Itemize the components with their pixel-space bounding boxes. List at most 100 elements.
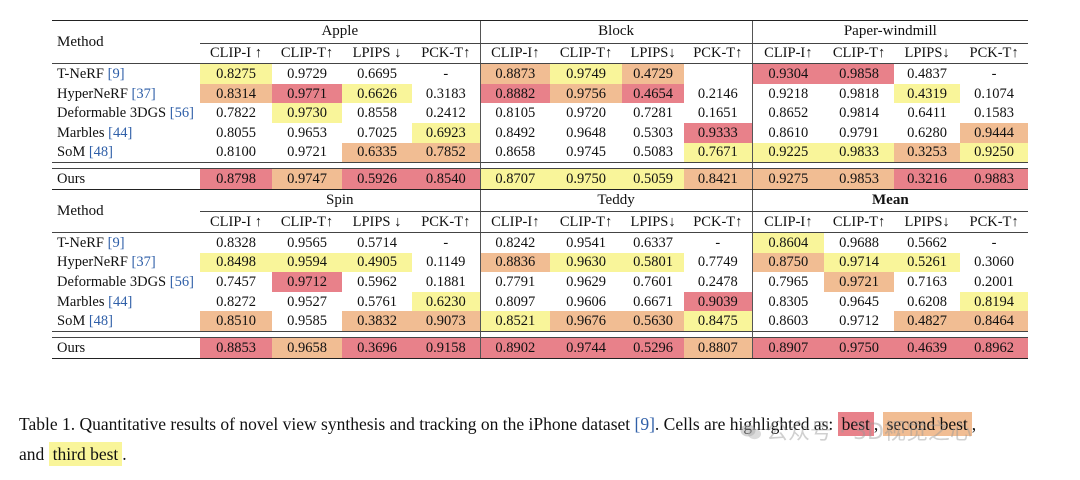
value-cell: 0.4639 xyxy=(894,336,961,359)
value-cell: 0.8807 xyxy=(684,336,753,359)
method-name-cell: HyperNeRF [37] xyxy=(52,253,200,273)
metric-header: PCK-T↑ xyxy=(960,43,1029,65)
value-cell: 0.5962 xyxy=(357,273,397,290)
value-cell: 0.9645 xyxy=(839,293,880,310)
value-cell: 0.2478 xyxy=(697,273,738,290)
value-cell: 0.9750 xyxy=(550,168,623,190)
caption-end: . xyxy=(122,444,127,464)
method-column-header: Method xyxy=(52,19,200,65)
group-header-row: Method Spin Teddy Mean xyxy=(52,189,1029,233)
citation-link[interactable]: [9] xyxy=(107,65,125,82)
value-cell: 0.9818 xyxy=(839,85,880,102)
value-cell: 0.8314 xyxy=(200,83,272,104)
value-cell: 0.9250 xyxy=(960,142,1029,164)
value-cell: 0.3060 xyxy=(974,254,1015,271)
metric-header: LPIPS↓ xyxy=(894,43,961,65)
value-cell: 0.7281 xyxy=(633,105,673,122)
metric-header: CLIP-I ↑ xyxy=(200,211,272,233)
method-name-cell: Marbles [44] xyxy=(52,292,200,312)
metric-header: CLIP-T↑ xyxy=(550,43,623,65)
value-cell: 0.9756 xyxy=(550,83,623,104)
citation-link[interactable]: [9] xyxy=(107,234,125,251)
method-name: Marbles xyxy=(57,124,109,141)
value-cell: 0.9304 xyxy=(751,63,825,84)
metric-header: LPIPS ↓ xyxy=(342,211,412,233)
value-cell: 0.8510 xyxy=(200,311,272,332)
citation-link[interactable]: [44] xyxy=(108,124,133,141)
value-cell: 0.9791 xyxy=(839,124,880,141)
spacer-cell xyxy=(479,331,551,338)
value-cell: 0.9858 xyxy=(824,63,895,84)
value-cell: 0.7025 xyxy=(357,124,397,141)
results-table-body: Method Apple Block Paper-windmill CLIP-I ↑ CL… xyxy=(52,19,1029,359)
spacer-cell xyxy=(751,162,825,169)
table-caption: Table 1. Quantitative results of novel v… xyxy=(19,409,1069,469)
table-row: SoM [48] 0.8510 0.9585 0.3832 0.9073 0.8521 0.… xyxy=(52,311,1029,332)
citation-link[interactable]: [56] xyxy=(169,273,194,290)
method-name-cell: Deformable 3DGS [56] xyxy=(52,272,200,292)
value-cell: 0.8962 xyxy=(960,336,1029,359)
metric-header: PCK-T↑ xyxy=(412,43,481,65)
table-row: T-NeRF [9] 0.8275 0.9729 0.6695-0.8873 0.974… xyxy=(52,63,1028,84)
value-cell: 0.8873 xyxy=(479,63,551,84)
value-cell: 0.5801 xyxy=(622,252,685,273)
metric-header: PCK-T↑ xyxy=(684,43,753,65)
value-cell: 0.9606 xyxy=(566,293,606,310)
value-cell: 0.8882 xyxy=(479,83,551,104)
table-row: Marbles [44] 0.8272 0.9527 0.5761 0.6230 0.80… xyxy=(52,291,1029,312)
value-cell: 0.9629 xyxy=(566,273,606,290)
value-cell: 0.8907 xyxy=(751,336,825,359)
ours-row: Ours 0.8853 0.9658 0.3696 0.9158 0.8902 0.9744… xyxy=(52,336,1029,359)
value-cell: 0.9073 xyxy=(412,311,481,332)
value-cell: 0.8652 xyxy=(751,103,825,123)
value-cell: 0.8464 xyxy=(960,311,1029,332)
dataset-header: Paper-windmill xyxy=(751,20,1029,44)
citation-link[interactable]: [56] xyxy=(169,105,194,122)
value-cell: 0.7822 xyxy=(216,105,256,122)
table-row: HyperNeRF [37] 0.8498 0.9594 0.4905 0.1149 0.… xyxy=(52,252,1028,273)
value-cell: 0.9225 xyxy=(751,142,825,164)
value-cell: 0.6411 xyxy=(907,105,947,122)
citation-link[interactable]: [37] xyxy=(131,85,156,102)
metric-header: LPIPS↓ xyxy=(622,43,685,65)
value-cell: 0.9729 xyxy=(287,65,327,82)
caption-citation[interactable]: [9] xyxy=(634,414,655,434)
value-cell: 0.9630 xyxy=(550,252,623,273)
value-cell: 0.7457 xyxy=(216,273,256,290)
method-name: HyperNeRF xyxy=(57,85,132,102)
value-cell: 0.4319 xyxy=(894,83,961,104)
citation-link[interactable]: [48] xyxy=(88,144,114,161)
value-cell: 0.2146 xyxy=(697,85,738,102)
value-cell: 0.8902 xyxy=(479,336,551,359)
value-cell: 0.4729 xyxy=(622,63,685,84)
spacer-cell xyxy=(479,162,551,169)
value-cell: 0.9771 xyxy=(272,83,342,104)
value-cell: 0.9720 xyxy=(566,105,606,122)
value-cell: 0.5662 xyxy=(907,234,948,251)
table-row: Deformable 3DGS [56] 0.7457 0.9712 0.5962 0.… xyxy=(52,272,1028,292)
dataset-header: Block xyxy=(479,20,753,44)
value-cell: 0.3696 xyxy=(342,336,412,359)
metric-header: CLIP-I↑ xyxy=(479,43,551,65)
value-cell: 0.9721 xyxy=(824,272,895,292)
caption-middle: . Cells are highlighted as: xyxy=(654,414,838,434)
value-cell: 0.9218 xyxy=(751,83,825,104)
value-cell: 0.9730 xyxy=(272,103,342,123)
value-cell: 0.5261 xyxy=(894,252,961,273)
value-cell: 0.5714 xyxy=(357,234,397,251)
metric-header: PCK-T↑ xyxy=(684,211,753,233)
spacer-cell xyxy=(751,331,825,338)
table-row: HyperNeRF [37] 0.8314 0.9771 0.6626 0.3183 0.… xyxy=(52,83,1028,104)
metric-header: CLIP-I↑ xyxy=(751,43,825,65)
value-cell: 0.8055 xyxy=(216,124,256,141)
citation-link[interactable]: [48] xyxy=(88,313,114,330)
value-cell: 0.9594 xyxy=(272,252,342,273)
value-cell: 0.9275 xyxy=(751,168,825,190)
value-cell: 0.9712 xyxy=(824,311,895,332)
citation-link[interactable]: [37] xyxy=(131,254,156,271)
value-cell: 0.8242 xyxy=(479,232,551,253)
value-cell: 0.1583 xyxy=(974,105,1015,122)
table-row: Marbles [44] 0.8055 0.9653 0.7025 0.6923 0.84… xyxy=(52,122,1029,143)
citation-link[interactable]: [44] xyxy=(108,293,133,310)
